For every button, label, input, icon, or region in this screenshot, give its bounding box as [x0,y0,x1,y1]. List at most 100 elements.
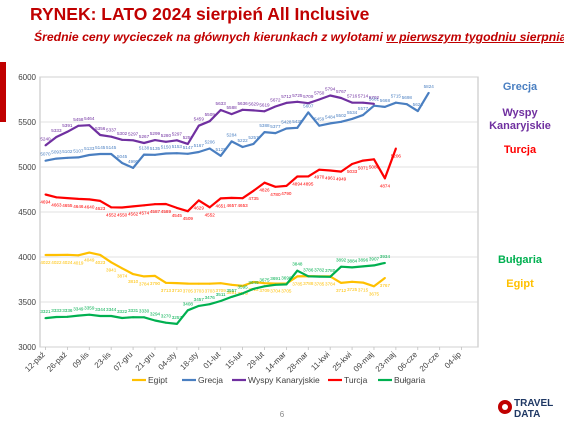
data-label-wyspy: 5356 [95,126,106,131]
logo-text: TRAVEL DATA [514,398,553,420]
data-point-grecja [143,153,146,156]
data-label-grecja: 5824 [424,84,435,89]
data-point-turcja [219,197,222,200]
data-point-grecja [153,153,156,156]
data-label-grecja: 5147 [183,145,194,150]
data-point-egipt [362,281,365,284]
x-tick-label: 28-mar [285,350,310,375]
data-point-egipt [296,275,299,278]
data-label-wyspy: 5714 [358,94,369,99]
data-point-egipt [55,254,58,257]
data-label-turcja: 4646 [73,204,84,209]
data-point-turcja [296,175,299,178]
data-label-grecja: 5138 [139,146,150,151]
data-label-grecja: 4990 [128,159,139,164]
logo-text-top: TRAVEL [514,398,554,409]
data-point-turcja [362,159,365,162]
data-point-bulgaria [44,317,47,320]
data-label-wyspy: 5391 [62,123,73,128]
right-label-line: Turcja [504,144,537,156]
data-label-grecja: 5681 [369,97,380,102]
x-tick-label: 18-sty [178,350,200,372]
data-point-wyspy [230,113,233,116]
data-point-bulgaria [132,316,135,319]
x-tick-label: 07-gru [112,350,135,373]
data-label-wyspy: 5240 [40,136,51,141]
data-point-grecja [252,142,255,145]
data-point-bulgaria [274,283,277,286]
data-label-grecja: 5698 [402,95,413,100]
data-label-bulgaria: 3696 [281,275,292,280]
data-point-wyspy [132,139,135,142]
data-point-turcja [383,177,386,180]
data-point-bulgaria [383,261,386,264]
data-label-egipt: 3709 [259,288,270,293]
x-tick-label: 11-kwi [309,350,331,372]
data-label-grecja: 5257 [248,135,259,140]
data-point-grecja [340,120,343,123]
data-label-egipt: 3941 [106,267,117,272]
data-label-wyspy: 5709 [303,94,314,99]
data-point-bulgaria [110,315,113,318]
logo-mark-icon [498,400,512,414]
data-label-grecja: 5459 [314,117,325,122]
data-label-turcja: 4629 [194,205,205,210]
data-point-wyspy [263,110,266,113]
data-point-bulgaria [252,287,255,290]
data-point-egipt [197,282,200,285]
data-label-turcja: 5071 [358,166,369,171]
data-label-turcja: 4640 [84,204,95,209]
data-label-turcja: 4574 [139,210,150,215]
data-point-bulgaria [329,275,332,278]
data-label-egipt: 3790 [150,281,161,286]
data-label-turcja: 4545 [172,213,183,218]
data-label-bulgaria: 3884 [347,258,358,263]
data-point-wyspy [44,144,47,147]
data-point-egipt [208,282,211,285]
data-label-turcja: 4735 [248,196,259,201]
right-label-line: Grecja [503,81,538,93]
data-point-egipt [88,251,91,254]
data-point-bulgaria [88,313,91,316]
y-tick-label: 3000 [18,343,36,352]
price-line-chart: 3000 3500 4000 4500 5000 5500 6000 12-paź26-paź… [18,73,551,385]
data-point-wyspy [77,124,80,127]
data-label-bulgaria: 3786 [303,267,314,272]
data-point-grecja [318,124,321,127]
data-label-grecja: 5206 [205,139,216,144]
data-label-bulgaria: 3344 [106,307,117,312]
x-tick-label: 15-lut [223,350,244,371]
data-point-wyspy [351,101,354,104]
data-label-wyspy: 5767 [336,89,347,94]
data-point-bulgaria [230,295,233,298]
data-label-wyspy: 5725 [292,93,303,98]
data-label-bulgaria: 3934 [380,254,391,259]
data-point-wyspy [274,105,277,108]
data-point-turcja [230,196,233,199]
data-label-wyspy: 5588 [227,105,238,110]
data-label-bulgaria: 3907 [369,256,380,261]
data-point-wyspy [186,142,189,145]
data-point-turcja [88,198,91,201]
y-tick-label: 4500 [18,208,36,217]
data-label-bulgaria: 3344 [95,307,106,312]
data-point-turcja [55,196,58,199]
data-label-wyspy: 5716 [347,94,358,99]
data-label-bulgaria: 3294 [150,312,161,317]
right-label-bulgaria: Bułgaria [498,254,543,266]
right-label-grecja: Grecja [503,81,538,93]
data-label-bulgaria: 3359 [84,306,95,311]
data-label-egipt: 3788 [303,281,314,286]
data-label-grecja: 5093 [51,150,62,155]
data-label-grecja: 5607 [303,103,314,108]
data-label-egipt: 4024 [62,260,73,265]
data-label-wyspy: 5267 [139,134,150,139]
data-label-grecja: 5133 [84,146,95,151]
y-tick-label: 5000 [18,163,36,172]
data-point-grecja [99,152,102,155]
data-point-turcja [307,175,310,178]
data-label-turcja: 4895 [303,181,314,186]
data-label-bulgaria: 3336 [62,308,73,313]
data-label-wyspy: 5459 [194,117,205,122]
data-label-grecja: 5045 [117,154,128,159]
